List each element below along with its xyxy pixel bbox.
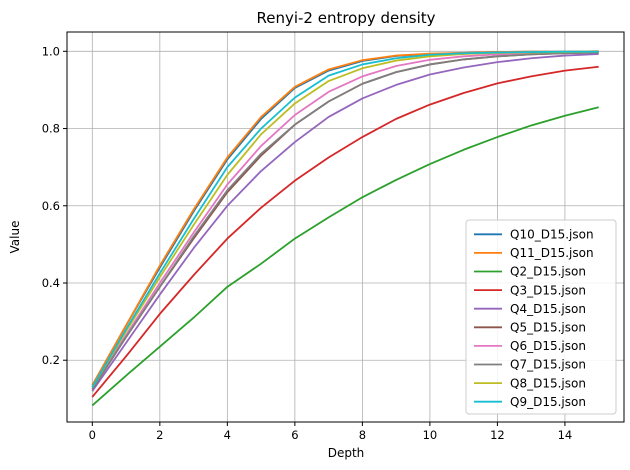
x-axis-label: Depth [328, 446, 365, 460]
legend-label: Q9_D15.json [510, 395, 586, 409]
series-line-q7-d15-json [91, 51, 599, 390]
x-tick-label: 4 [224, 428, 231, 442]
series-line-q2-d15-json [91, 106, 599, 407]
legend-label: Q8_D15.json [510, 376, 586, 390]
legend-label: Q4_D15.json [510, 302, 586, 316]
y-axis: 0.2 0.4 0.6 0.8 1.0 [42, 44, 67, 367]
x-tick-label: 14 [558, 428, 573, 442]
y-tick-label: 1.0 [42, 44, 60, 58]
x-tick-label: 10 [423, 428, 438, 442]
x-tick-label: 6 [291, 428, 298, 442]
plot-area [66, 31, 625, 423]
y-axis-label: Value [8, 221, 22, 254]
x-tick-label: 2 [156, 428, 163, 442]
y-tick-label: 0.6 [42, 199, 60, 213]
x-tick-label: 12 [490, 428, 505, 442]
y-tick-label: 0.4 [42, 276, 60, 290]
chart-title: Renyi-2 entropy density [256, 9, 435, 27]
x-axis: 0 2 4 6 8 10 12 14 [89, 422, 573, 442]
series-line-q9-d15-json [91, 50, 599, 388]
legend-label: Q2_D15.json [510, 265, 586, 279]
series-line-q3-d15-json [91, 65, 599, 398]
legend-label: Q10_D15.json [510, 228, 594, 242]
legend: Q10_D15.json Q11_D15.json Q2_D15.json Q3_D1… [465, 219, 617, 415]
x-tick-label: 0 [89, 428, 96, 442]
legend-label: Q3_D15.json [510, 283, 586, 297]
y-tick-label: 0.2 [42, 353, 60, 367]
legend-box [465, 219, 617, 415]
legend-label: Q5_D15.json [510, 321, 586, 335]
x-tick-label: 8 [359, 428, 366, 442]
y-tick-label: 0.8 [42, 122, 60, 136]
series-line-q4-d15-json [91, 53, 599, 392]
series-layer [91, 50, 599, 407]
legend-label: Q11_D15.json [510, 246, 594, 260]
series-line-q6-d15-json [91, 51, 599, 388]
legend-label: Q7_D15.json [510, 358, 586, 372]
legend-label: Q6_D15.json [510, 339, 586, 353]
